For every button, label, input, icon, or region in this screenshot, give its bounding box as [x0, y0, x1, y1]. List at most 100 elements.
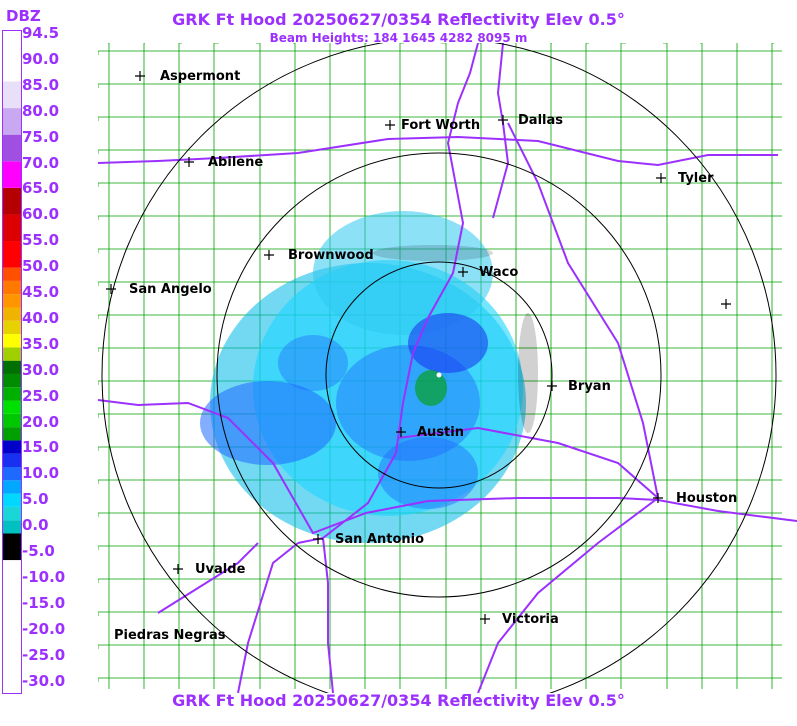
- county-line: [98, 677, 782, 682]
- county-line: [98, 578, 782, 583]
- county-line: [771, 43, 774, 689]
- color-scale-bar: [2, 30, 22, 694]
- city-uvalde: Uvalde: [173, 562, 246, 577]
- county-line: [98, 50, 782, 55]
- legend-label: 30.0: [22, 360, 60, 379]
- legend-swatch: [3, 267, 21, 281]
- legend-label: -20.0: [22, 619, 66, 638]
- legend-label: 45.0: [22, 283, 60, 301]
- us59-highway: [477, 497, 659, 693]
- legend-label: 25.0: [22, 386, 60, 405]
- legend-label: 90.0: [22, 49, 60, 68]
- legend-swatch: [3, 400, 21, 414]
- county-line: [98, 644, 782, 649]
- legend-label: -10.0: [22, 567, 66, 586]
- echo-green-core: [415, 370, 447, 406]
- legend-swatch: [3, 161, 21, 188]
- echo-light-north: [313, 211, 493, 335]
- range-ring-outer: [101, 43, 777, 693]
- legend-swatch: [3, 214, 21, 242]
- color-scale-swatches: [3, 31, 21, 693]
- legend-label: 20.0: [22, 412, 60, 431]
- legend-label: 5.0: [22, 490, 49, 509]
- echo-blue-west: [200, 381, 336, 465]
- legend-swatch: [3, 360, 21, 374]
- radar-map[interactable]: Aspermont Fort Worth Dallas Abilene Tyle…: [98, 43, 797, 693]
- legend-label: -15.0: [22, 593, 66, 612]
- i20-highway: [98, 135, 778, 167]
- legend-swatch: [3, 480, 21, 494]
- legend-label: 65.0: [22, 179, 60, 198]
- county-line: [108, 43, 110, 689]
- legend-swatch: [3, 427, 21, 441]
- i35-south: [237, 542, 299, 693]
- us-sw: [157, 542, 259, 614]
- city-marker-icon: [135, 71, 145, 81]
- city-marker-icon: [184, 157, 194, 167]
- range-rings: [101, 43, 777, 693]
- legend-swatch: [3, 533, 21, 561]
- echo-blue-northeast: [408, 313, 488, 373]
- legend-swatch: [3, 347, 21, 361]
- county-line: [178, 43, 182, 689]
- legend-swatch: [3, 134, 21, 162]
- i37-highway: [322, 537, 334, 693]
- legend-unit: DBZ: [6, 7, 41, 25]
- city-marker-icon: [264, 250, 274, 260]
- legend-swatch: [3, 520, 21, 534]
- legend-swatch: [3, 387, 21, 401]
- city-label: Victoria: [502, 612, 559, 627]
- reflectivity-echoes: [200, 211, 538, 543]
- city-label: Tyler: [678, 171, 714, 186]
- legend-label: 70.0: [22, 153, 60, 172]
- county-line: [98, 182, 782, 187]
- legend-swatch: [3, 307, 21, 321]
- legend-swatch: [3, 453, 21, 468]
- legend-label: 35.0: [22, 334, 60, 353]
- legend-label: 0.0: [22, 516, 49, 535]
- county-line: [98, 545, 782, 550]
- city-label: Waco: [479, 265, 518, 280]
- city-victoria: Victoria: [480, 612, 559, 627]
- legend-label: 75.0: [22, 127, 60, 146]
- legend-swatch: [3, 81, 21, 109]
- county-line: [550, 43, 552, 689]
- city-marker-icon: [385, 120, 395, 130]
- legend-swatch: [3, 560, 21, 693]
- product-title: GRK Ft Hood 20250627/0354 Reflectivity E…: [172, 10, 625, 29]
- legend-swatch: [3, 320, 21, 335]
- city-marker-icon: [721, 299, 731, 309]
- city-austin: Austin: [396, 425, 464, 440]
- legend-label: 80.0: [22, 101, 60, 120]
- county-line: [213, 43, 219, 689]
- city-label: Piedras Negras: [114, 628, 226, 643]
- county-line: [620, 43, 626, 689]
- city-houston: Houston: [653, 491, 737, 506]
- county-line: [98, 611, 782, 616]
- city-marker-icon: [458, 267, 468, 277]
- county-line: [98, 116, 782, 121]
- city-marker-icon: [656, 173, 666, 183]
- legend-label: 94.5: [22, 24, 60, 42]
- city-marker-icon: [173, 564, 183, 574]
- highways: [98, 43, 797, 693]
- city-abilene: Abilene: [184, 155, 263, 170]
- radar-site-icon: [436, 372, 442, 378]
- city-label: San Antonio: [335, 532, 424, 547]
- city-tyler: Tyler: [656, 171, 714, 186]
- city-marker-icon: [313, 534, 323, 544]
- city-marker-icon: [396, 427, 406, 437]
- city-label: Aspermont: [160, 69, 240, 84]
- i35-highway: [297, 43, 479, 544]
- legend-label: 50.0: [22, 257, 60, 276]
- legend-swatch: [3, 373, 21, 388]
- i45-highway: [507, 122, 659, 499]
- legend-swatch: [3, 467, 21, 481]
- legend-swatch: [3, 413, 21, 428]
- legend-label: 10.0: [22, 464, 60, 483]
- legend-swatch: [3, 506, 21, 521]
- city-marker-icon: [653, 493, 663, 503]
- city-dallas: Dallas: [498, 113, 563, 128]
- legend-swatch: [3, 334, 21, 348]
- range-ring-middle: [216, 152, 662, 598]
